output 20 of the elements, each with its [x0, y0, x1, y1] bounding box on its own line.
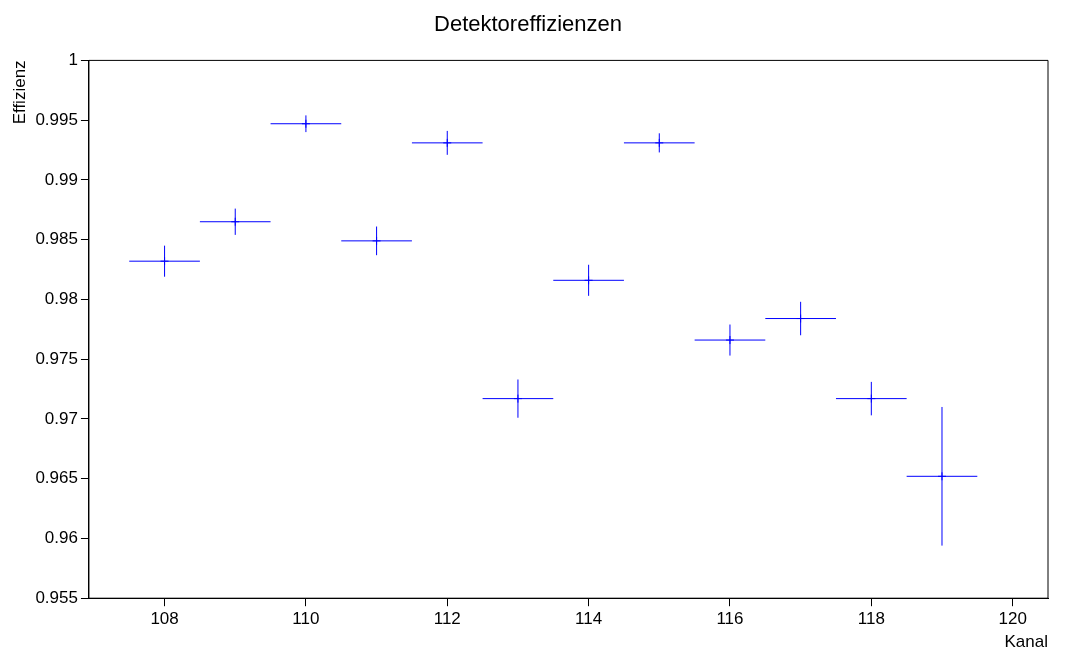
y-tick-label: 0.96 [44, 528, 78, 548]
x-tick-label: 118 [857, 609, 885, 629]
x-tick-label: 120 [998, 609, 1027, 629]
y-axis-title: Effizienz [9, 60, 29, 125]
y-tick-label: 0.995 [35, 109, 78, 129]
y-tick-label: 0.98 [44, 289, 78, 309]
y-tick-label: 0.955 [35, 587, 78, 607]
x-tick-label: 116 [716, 609, 744, 629]
y-tick-label: 0.975 [35, 348, 78, 368]
x-tick-label: 112 [433, 609, 461, 629]
x-tick-label: 108 [150, 609, 179, 629]
y-tick-label: 0.97 [44, 408, 78, 428]
y-tick-label: 0.99 [44, 169, 78, 189]
x-tick-label: 114 [575, 609, 603, 629]
x-tick-label: 110 [292, 609, 320, 629]
x-axis-title: Kanal [1004, 632, 1048, 652]
y-tick-label: 1 [68, 50, 78, 70]
y-tick-label: 0.965 [35, 468, 78, 488]
chart-title: Detektoreffizienzen [434, 11, 622, 37]
y-tick-label: 0.985 [35, 229, 78, 249]
